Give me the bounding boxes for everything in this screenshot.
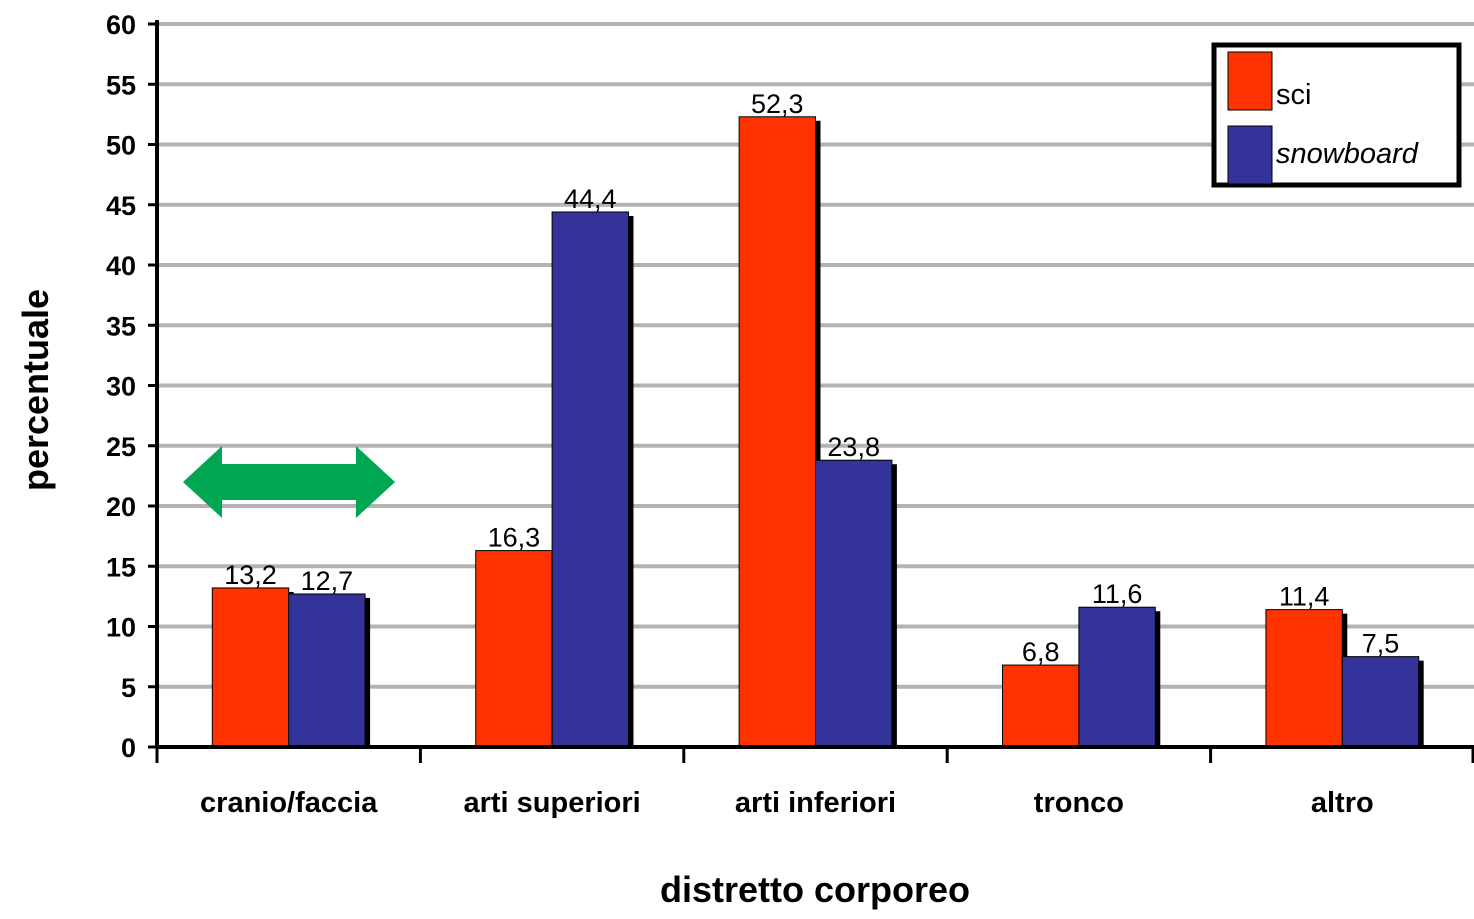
bar-snowboard [1078, 606, 1156, 748]
green-double-arrow-icon [183, 446, 395, 518]
bar-sci [211, 587, 290, 748]
data-label: 16,3 [488, 523, 541, 553]
x-tick-label: arti superiori [463, 787, 640, 819]
x-tick-label: arti inferiori [735, 787, 896, 819]
x-axis-title: distretto corporeo [660, 869, 970, 910]
data-label: 11,6 [1092, 579, 1143, 609]
bar-snowboard [551, 211, 629, 748]
bar-snowboard [288, 593, 366, 748]
y-tick-label: 10 [106, 613, 136, 643]
y-tick-label: 0 [121, 733, 136, 763]
legend-label-sci: sci [1276, 79, 1311, 111]
y-tick-label: 35 [106, 311, 136, 341]
y-tick-label: 5 [121, 673, 136, 703]
y-tick-label: 40 [106, 251, 136, 281]
y-tick-label: 25 [106, 432, 136, 462]
bar-snowboard [1341, 656, 1420, 748]
bar-sci [475, 550, 553, 748]
bar-snowboard [815, 459, 893, 748]
double-arrow-annotation [183, 446, 395, 518]
data-label: 12,7 [301, 566, 354, 596]
y-tick-label: 55 [106, 70, 136, 100]
y-tick-label: 60 [106, 10, 136, 40]
y-tick-label: 50 [106, 131, 136, 161]
bar-sci [1002, 664, 1080, 748]
bar-sci [738, 116, 817, 748]
axes: 0 5 10 15 20 25 30 35 40 45 50 55 60 cranio/faccia art… [106, 10, 1474, 819]
y-tick-label: 20 [106, 492, 136, 522]
data-label: 7,5 [1362, 629, 1400, 659]
legend-label-snowboard: snowboard [1276, 138, 1419, 170]
x-tick-label: cranio/faccia [200, 787, 378, 819]
data-label: 44,4 [564, 184, 617, 214]
legend: sci snowboard [1211, 42, 1462, 188]
y-tick-label: 15 [106, 552, 136, 582]
data-label: 13,2 [224, 560, 277, 590]
legend-swatch-snowboard [1227, 125, 1273, 185]
bar-sci [1265, 609, 1343, 748]
y-tick-label: 45 [106, 191, 136, 221]
data-label: 11,4 [1279, 582, 1330, 612]
bars [211, 116, 1424, 748]
data-label: 23,8 [827, 432, 880, 462]
y-axis-title: percentuale [15, 289, 56, 491]
data-label: 52,3 [751, 89, 804, 119]
x-tick-label: altro [1311, 787, 1374, 819]
legend-swatch-sci [1227, 51, 1273, 111]
data-labels: 13,2 12,7 16,3 44,4 52,3 23,8 6,8 11,6 11,4 7,5 [224, 89, 1399, 667]
data-label: 6,8 [1022, 637, 1060, 667]
x-tick-label: tronco [1034, 787, 1124, 819]
y-tick-label: 30 [106, 372, 136, 402]
